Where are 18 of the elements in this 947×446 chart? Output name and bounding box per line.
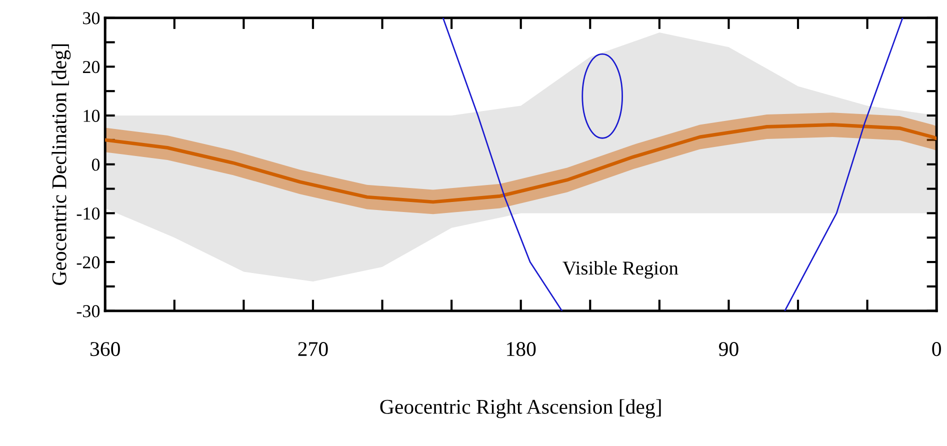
y-axis-title: Geocentric Declination [deg]	[52, 44, 71, 285]
x-tick-label: 0	[932, 342, 941, 356]
line-series	[784, 18, 904, 311]
annotation: Visible Region	[562, 260, 678, 279]
x-tick-label: 270	[298, 342, 328, 356]
line-series	[442, 18, 563, 311]
y-tick-label: -10	[76, 207, 100, 220]
y-tick-label: -20	[76, 256, 100, 268]
y-tick-label: 30	[83, 12, 100, 24]
line-series	[105, 123, 937, 204]
x-tick-label: 180	[507, 342, 536, 356]
x-tick-label: 360	[90, 342, 120, 356]
y-tick-label: -30	[76, 305, 100, 318]
y-tick-label: 0	[92, 158, 100, 171]
y-tick-label: 10	[84, 110, 100, 122]
y-tick-label: 20	[82, 60, 100, 74]
x-tick-label: 90	[718, 342, 738, 356]
x-axis-title: Geocentric Right Ascension [deg]	[380, 399, 661, 418]
